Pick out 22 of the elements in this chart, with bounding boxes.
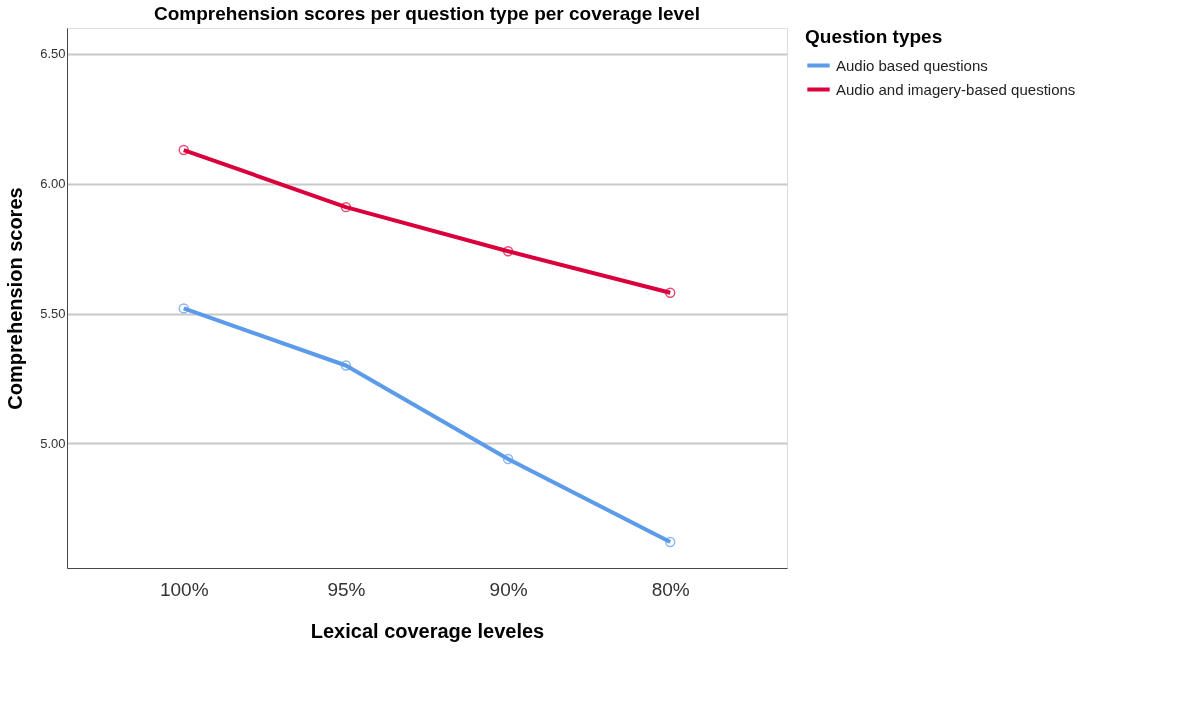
x-tick-label: 90% [489,578,528,600]
y-tick-label: 6.50 [40,46,66,62]
legend-title: Question types [805,26,943,47]
x-tick-label: 80% [651,578,690,600]
x-tick-label: 95% [327,578,366,600]
y-axis-title: Comprehension scores [4,187,27,410]
x-tick-label: 100% [159,578,209,600]
point [178,303,189,314]
legend-label: Audio based questions [836,56,988,74]
point [502,246,514,257]
y-tick-label: 5.50 [40,306,66,322]
point [502,453,514,465]
y-tick-label: 5.00 [40,435,66,451]
point [665,536,676,548]
point [665,287,676,299]
point [340,360,352,371]
point [340,201,352,213]
point [178,144,189,156]
x-axis-title: Lexical coverage leveles [310,619,545,642]
legend-label: Audio and imagery-based questions [836,80,1076,98]
chart-title: Comprehension scores per question type per coverage level [154,3,700,24]
y-tick-label: 6.00 [40,176,66,192]
